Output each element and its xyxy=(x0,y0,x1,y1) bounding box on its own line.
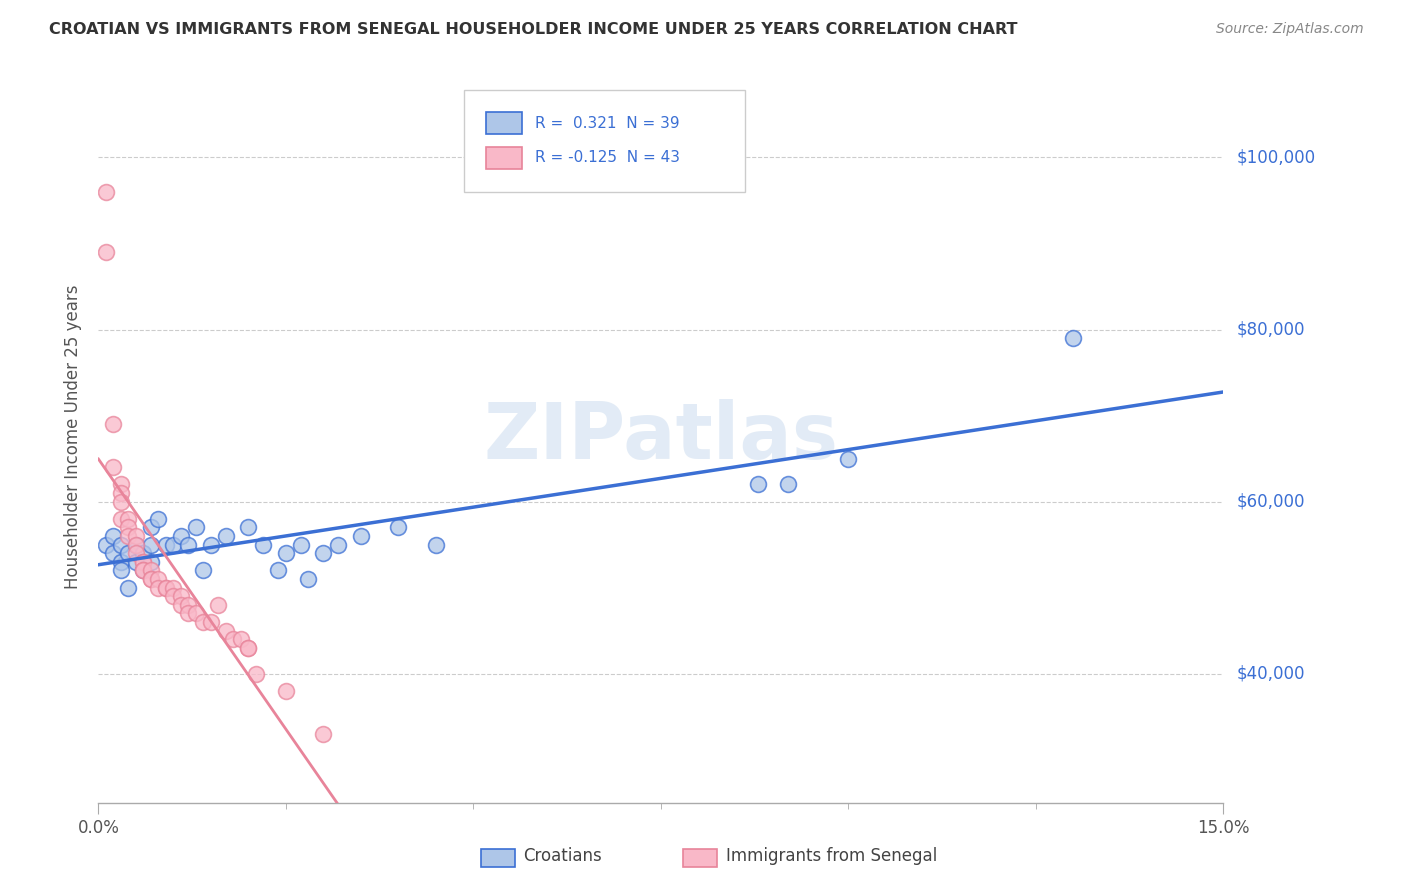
Point xyxy=(132,564,155,578)
Point xyxy=(328,538,350,552)
Point xyxy=(110,494,132,508)
Point xyxy=(103,460,125,475)
Text: ZIPatlas: ZIPatlas xyxy=(484,399,838,475)
Point xyxy=(238,640,260,655)
Point xyxy=(747,477,769,491)
Point xyxy=(387,520,409,534)
Point xyxy=(94,185,117,199)
Y-axis label: Householder Income Under 25 years: Householder Income Under 25 years xyxy=(65,285,83,590)
Point xyxy=(103,417,125,432)
Point xyxy=(193,564,215,578)
Point xyxy=(103,529,125,543)
Text: CROATIAN VS IMMIGRANTS FROM SENEGAL HOUSEHOLDER INCOME UNDER 25 YEARS CORRELATIO: CROATIAN VS IMMIGRANTS FROM SENEGAL HOUS… xyxy=(49,22,1018,37)
Point xyxy=(229,632,252,647)
Point xyxy=(837,451,859,466)
Point xyxy=(110,486,132,500)
Text: Croatians: Croatians xyxy=(523,847,602,865)
Point xyxy=(117,520,139,534)
Text: R =  0.321  N = 39: R = 0.321 N = 39 xyxy=(534,116,679,131)
Point xyxy=(245,666,267,681)
Point xyxy=(170,589,193,603)
Point xyxy=(238,520,260,534)
Point xyxy=(215,529,238,543)
Point xyxy=(94,538,117,552)
Point xyxy=(207,598,229,612)
Point xyxy=(170,598,193,612)
Point xyxy=(103,546,125,560)
Point xyxy=(350,529,373,543)
Text: R = -0.125  N = 43: R = -0.125 N = 43 xyxy=(534,150,681,165)
Text: $100,000: $100,000 xyxy=(1237,148,1316,167)
Point xyxy=(297,572,319,586)
Point xyxy=(155,581,177,595)
Point xyxy=(132,564,155,578)
Point xyxy=(110,512,132,526)
Point xyxy=(177,607,200,621)
Point xyxy=(132,555,155,569)
Point xyxy=(139,572,162,586)
Point xyxy=(148,512,170,526)
Point xyxy=(252,538,274,552)
Point xyxy=(184,520,207,534)
Point xyxy=(312,546,335,560)
Point xyxy=(117,529,139,543)
Point xyxy=(110,538,132,552)
Point xyxy=(184,607,207,621)
Point xyxy=(238,640,260,655)
FancyBboxPatch shape xyxy=(464,90,745,192)
Point xyxy=(148,581,170,595)
Point xyxy=(177,598,200,612)
FancyBboxPatch shape xyxy=(486,112,523,135)
Point xyxy=(125,538,148,552)
Point xyxy=(312,727,335,741)
Point xyxy=(148,572,170,586)
Point xyxy=(425,538,447,552)
Point xyxy=(170,529,193,543)
Point xyxy=(274,546,297,560)
Point xyxy=(117,581,139,595)
Point xyxy=(215,624,238,638)
Point xyxy=(132,546,155,560)
Point xyxy=(177,538,200,552)
Point xyxy=(94,245,117,260)
Point xyxy=(117,512,139,526)
Point xyxy=(117,546,139,560)
Point xyxy=(125,538,148,552)
Point xyxy=(290,538,312,552)
Point xyxy=(125,546,148,560)
Point xyxy=(139,564,162,578)
Point xyxy=(139,538,162,552)
Point xyxy=(155,538,177,552)
Point xyxy=(162,581,184,595)
Point xyxy=(155,581,177,595)
Point xyxy=(125,555,148,569)
FancyBboxPatch shape xyxy=(481,849,515,867)
Point xyxy=(162,538,184,552)
Point xyxy=(139,520,162,534)
Point xyxy=(110,564,132,578)
Text: $60,000: $60,000 xyxy=(1237,492,1306,510)
FancyBboxPatch shape xyxy=(683,849,717,867)
Point xyxy=(139,572,162,586)
Point xyxy=(200,538,222,552)
Point xyxy=(132,555,155,569)
Point xyxy=(193,615,215,629)
Point xyxy=(200,615,222,629)
Point xyxy=(162,589,184,603)
Text: Immigrants from Senegal: Immigrants from Senegal xyxy=(725,847,938,865)
Point xyxy=(132,564,155,578)
FancyBboxPatch shape xyxy=(486,146,523,169)
Point xyxy=(222,632,245,647)
Point xyxy=(110,555,132,569)
Point xyxy=(778,477,800,491)
Point xyxy=(274,684,297,698)
Point xyxy=(1062,331,1084,345)
Point xyxy=(110,477,132,491)
Text: $40,000: $40,000 xyxy=(1237,665,1306,682)
Text: Source: ZipAtlas.com: Source: ZipAtlas.com xyxy=(1216,22,1364,37)
Point xyxy=(267,564,290,578)
Point xyxy=(125,529,148,543)
Text: $80,000: $80,000 xyxy=(1237,320,1306,339)
Point xyxy=(139,555,162,569)
